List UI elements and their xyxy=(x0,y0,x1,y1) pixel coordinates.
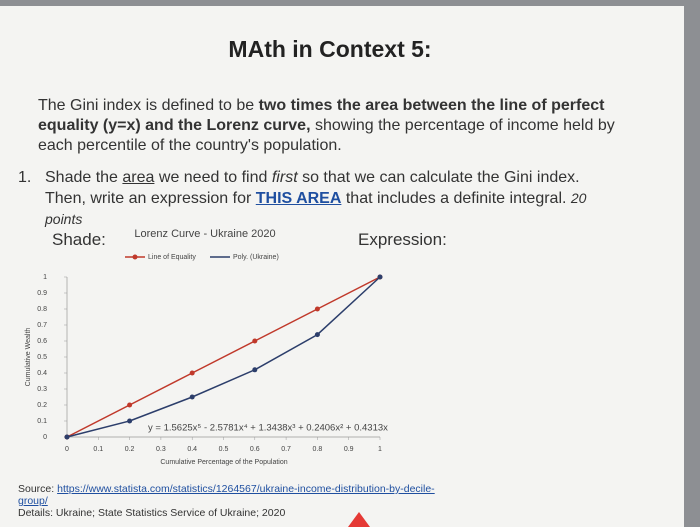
chart-title: Lorenz Curve - Ukraine 2020 xyxy=(134,228,275,240)
point-marker xyxy=(252,367,258,373)
x-tick-label: 0.4 xyxy=(187,446,197,453)
source-link[interactable]: https://www.statista.com/statistics/1264… xyxy=(18,483,435,507)
title: MAth in Context 5: xyxy=(228,36,432,62)
text: so that we can calculate the Gini index.… xyxy=(45,169,580,207)
y-tick-label: 0.2 xyxy=(37,402,47,409)
point-marker xyxy=(189,370,195,376)
x-tick-label: 0.6 xyxy=(250,446,260,453)
legend-label: Poly. (Ukraine) xyxy=(233,254,279,261)
underlined-text: area xyxy=(122,169,155,186)
x-tick-label: 0.1 xyxy=(93,446,103,453)
y-tick-label: 0.4 xyxy=(37,370,47,377)
source-label: Source: xyxy=(18,483,58,495)
y-tick-label: 0 xyxy=(43,434,47,441)
y-tick-label: 1 xyxy=(43,274,47,281)
highlight-text: THIS AREA xyxy=(255,190,342,207)
source: Source: https://www.statista.com/statist… xyxy=(18,483,438,519)
source-details: Details: Ukraine; State Statistics Servi… xyxy=(18,507,286,519)
x-axis-label: Cumulative Percentage of the Population xyxy=(160,459,287,466)
point-marker xyxy=(314,306,320,312)
text: we need to find xyxy=(154,169,272,186)
legend-label: Line of Equality xyxy=(148,254,196,261)
point-marker xyxy=(252,338,258,344)
equation-annotation: y = 1.5625x⁵ - 2.5781x⁴ + 1.3438x³ + 0.2… xyxy=(148,423,388,434)
y-tick-label: 0.6 xyxy=(37,338,47,345)
series-line xyxy=(66,276,381,438)
bold-text: two times the area between the line of p… xyxy=(38,97,605,134)
point-marker xyxy=(127,418,133,424)
y-axis-label: Cumulative Wealth xyxy=(25,328,32,387)
x-tick-label: 0.2 xyxy=(125,446,135,453)
point-marker xyxy=(127,402,133,408)
triangle xyxy=(348,512,370,527)
question: 1. Shade the area we need to find first … xyxy=(18,168,618,227)
x-tick-label: 0.5 xyxy=(219,446,229,453)
points: 20 points xyxy=(45,190,587,227)
intro: The Gini index is defined to be two time… xyxy=(38,96,628,156)
x-tick-label: 0 xyxy=(65,446,69,453)
x-tick-label: 0.8 xyxy=(313,446,323,453)
point-marker xyxy=(377,274,383,280)
question-body: Shade the area we need to find first so … xyxy=(45,168,620,230)
x-tick-label: 1 xyxy=(378,446,382,453)
x-tick-label: 0.3 xyxy=(156,446,166,453)
question-number: 1. xyxy=(18,169,32,186)
text: that includes a definite integral. xyxy=(341,190,571,207)
text: Shade the xyxy=(45,169,123,186)
y-tick-label: 0.1 xyxy=(37,418,47,425)
series-line xyxy=(66,276,381,438)
y-tick-label: 0.8 xyxy=(37,306,47,313)
text: The Gini index is defined to be xyxy=(38,97,259,114)
text: showing the percentage of income held by… xyxy=(38,117,615,154)
expression-label: Expression: xyxy=(358,230,447,249)
y-tick-label: 0.9 xyxy=(37,290,47,297)
point-marker xyxy=(64,434,70,440)
shade-label: Shade: xyxy=(52,230,106,249)
paper xyxy=(0,6,684,527)
legend-marker xyxy=(132,254,138,260)
x-tick-label: 0.9 xyxy=(344,446,354,453)
point-marker xyxy=(189,394,195,400)
y-tick-label: 0.7 xyxy=(37,322,47,329)
triangle-icon xyxy=(348,512,370,527)
y-tick-label: 0.5 xyxy=(37,354,47,361)
x-tick-label: 0.7 xyxy=(281,446,291,453)
point-marker xyxy=(314,332,320,338)
y-tick-label: 0.3 xyxy=(37,386,47,393)
italic-text: first xyxy=(271,169,298,186)
chart: Lorenz Curve - Ukraine 2020 Line of Equal… xyxy=(25,228,388,466)
